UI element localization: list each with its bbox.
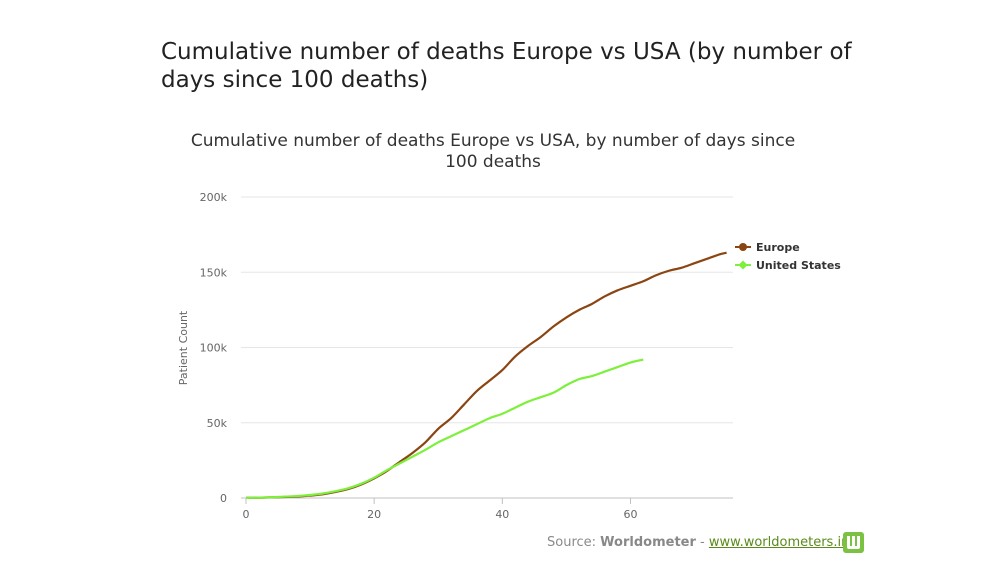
y-axis-label: Patient Count	[177, 310, 190, 385]
legend-item-europe[interactable]: Europe	[735, 241, 800, 254]
source-brand: Worldometer	[600, 535, 696, 550]
x-tick-label: 20	[367, 508, 381, 521]
series-line-europe[interactable]	[245, 251, 727, 499]
y-tick-label: 0	[220, 492, 227, 505]
series-line-united-states[interactable]	[245, 358, 644, 499]
legend-label: United States	[756, 259, 841, 272]
legend-item-united-states[interactable]: United States	[735, 259, 841, 272]
x-axis-ticks: 0 20 40 60	[243, 498, 637, 521]
source-link[interactable]: www.worldometers.info	[708, 535, 862, 550]
y-tick-label: 150k	[200, 266, 228, 279]
chart-title-line: Cumulative number of deaths Europe vs US…	[191, 131, 795, 151]
source-separator: -	[700, 535, 705, 550]
chart-title-line: 100 deaths	[445, 152, 541, 172]
source-credit: Source: Worldometer - www.worldometers.i…	[547, 535, 862, 550]
chart-title: Cumulative number of deaths Europe vs US…	[191, 131, 795, 172]
chart-series	[245, 251, 727, 499]
y-tick-label: 200k	[200, 191, 228, 204]
y-axis-ticks: 0 50k 100k 150k 200k	[200, 191, 228, 505]
legend-marker-circle	[739, 243, 747, 251]
chart-grid	[241, 196, 733, 499]
y-axis-label-text: Patient Count	[177, 310, 190, 385]
x-tick-label: 60	[623, 508, 637, 521]
chart-legend: Europe United States	[735, 241, 841, 272]
legend-label: Europe	[756, 241, 800, 254]
x-tick-label: 40	[495, 508, 509, 521]
y-tick-label: 100k	[200, 342, 228, 355]
source-prefix: Source:	[547, 535, 597, 550]
y-tick-label: 50k	[207, 417, 228, 430]
legend-marker-diamond	[738, 260, 748, 270]
x-tick-label: 0	[243, 508, 250, 521]
worldometer-logo-icon	[843, 532, 864, 553]
page-title: Cumulative number of deaths Europe vs US…	[161, 39, 852, 93]
